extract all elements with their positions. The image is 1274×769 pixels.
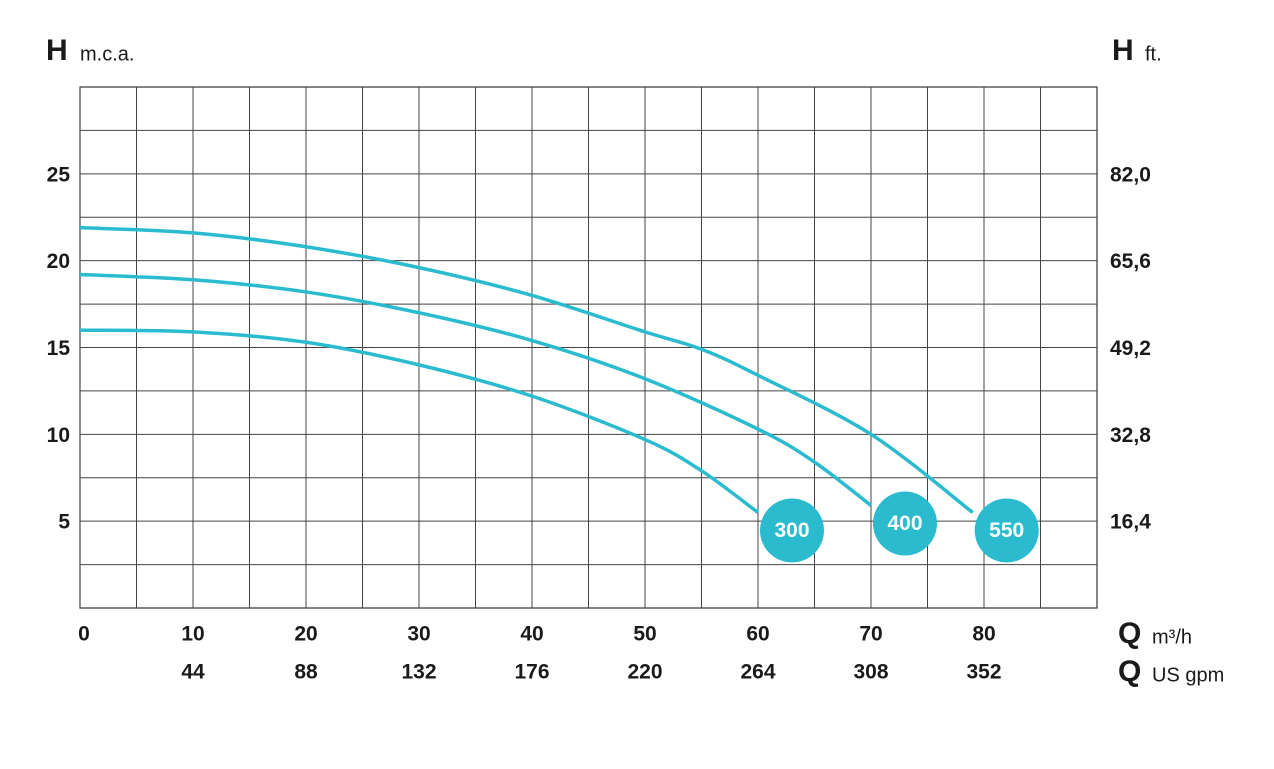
y-tick-label: 5 (58, 511, 70, 534)
x-axis-symbol: Q (1118, 617, 1141, 650)
y2-axis-unit: ft. (1145, 43, 1162, 65)
series-badge (760, 498, 824, 563)
y-tick-label: 25 (47, 163, 71, 186)
y2-tick-label: 16,4 (1110, 511, 1151, 534)
y2-tick-label: 32,8 (1110, 424, 1151, 447)
x2-tick-label: 176 (514, 661, 549, 684)
x2-axis-unit: US gpm (1152, 664, 1224, 686)
series-label: 300 (774, 519, 809, 542)
series-badge (974, 498, 1039, 563)
x-tick-label: 60 (746, 623, 769, 646)
series-label: 400 (887, 512, 922, 535)
y2-tick-label: 82,0 (1110, 163, 1151, 186)
x-tick-label: 40 (520, 623, 543, 646)
x-tick-label: 20 (294, 623, 317, 646)
x-tick-label: 50 (633, 623, 656, 646)
x2-tick-label: 352 (966, 661, 1001, 684)
y2-axis-symbol: H (1112, 34, 1134, 67)
x2-tick-label: 44 (181, 661, 205, 684)
x-tick-label: 30 (407, 623, 430, 646)
curve (79, 328, 760, 514)
y-axis-symbol: H (46, 34, 68, 67)
x2-axis-symbol: Q (1118, 655, 1141, 688)
series-badge (873, 491, 937, 556)
curve (79, 225, 974, 514)
x-tick-label: 10 (181, 623, 204, 646)
curve (79, 272, 873, 507)
y2-tick-label: 49,2 (1110, 337, 1151, 360)
x2-tick-label: 132 (401, 661, 436, 684)
x-tick-label: 0 (78, 623, 90, 646)
x-tick-label: 80 (972, 623, 995, 646)
y-tick-label: 15 (47, 337, 71, 360)
x-tick-label: 70 (859, 623, 882, 646)
y-tick-label: 20 (47, 250, 70, 273)
x2-tick-label: 308 (853, 661, 888, 684)
series-label: 550 (989, 519, 1024, 542)
y-tick-label: 10 (47, 424, 70, 447)
x2-tick-label: 220 (627, 661, 662, 684)
x2-tick-label: 264 (740, 661, 775, 684)
y2-tick-label: 65,6 (1110, 250, 1151, 273)
x2-tick-label: 88 (294, 661, 318, 684)
y-axis-unit: m.c.a. (80, 43, 134, 65)
x-axis-unit: m³/h (1152, 626, 1192, 648)
